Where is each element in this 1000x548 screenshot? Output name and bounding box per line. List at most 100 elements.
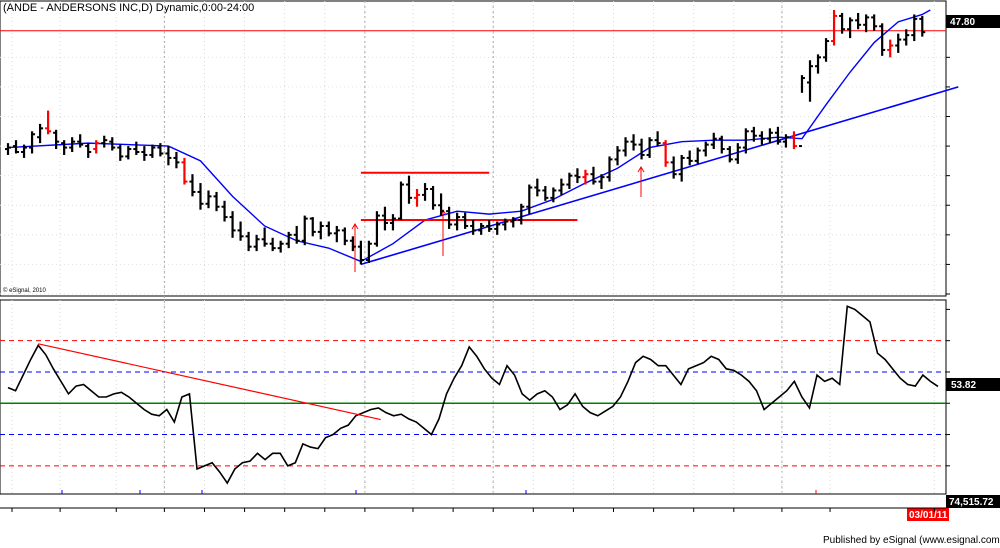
- price-axis: [946, 56, 950, 295]
- price-bar: [734, 143, 741, 164]
- price-bar: [261, 227, 268, 247]
- price-bar: [590, 166, 597, 185]
- price-bar: [911, 14, 918, 42]
- oscillator-axis: [946, 308, 950, 467]
- price-bar: [662, 140, 669, 167]
- price-bar: [422, 183, 429, 201]
- price-bar: [574, 168, 581, 184]
- price-bar: [742, 128, 749, 154]
- price-panel: [0, 0, 947, 297]
- price-bar: [863, 14, 870, 33]
- price-bar: [109, 137, 116, 151]
- price-bar: [117, 144, 124, 161]
- price-bar: [213, 191, 220, 212]
- price-bar: [478, 223, 485, 235]
- price-bar: [438, 193, 445, 216]
- price-bar: [887, 39, 894, 58]
- date-box: [907, 508, 949, 521]
- price-bar: [317, 221, 324, 240]
- price-bar: [694, 147, 701, 164]
- date-label: 03/01/11: [909, 510, 948, 521]
- price-bar: [5, 143, 11, 155]
- price-bar: [133, 141, 140, 155]
- price-bar: [470, 220, 477, 235]
- price-bar: [430, 186, 437, 210]
- oscillator-grid: [0, 300, 946, 494]
- price-bar: [69, 137, 76, 152]
- price-bar: [389, 214, 396, 231]
- price-bar: [919, 15, 926, 37]
- cci-trendline: [38, 343, 381, 421]
- last-price-box: [946, 15, 1000, 28]
- price-bar: [678, 154, 685, 182]
- price-bar: [839, 12, 846, 34]
- price-bar: [53, 129, 60, 150]
- price-bar: [45, 110, 52, 135]
- price-bar: [101, 135, 108, 148]
- cci-line: [7, 305, 939, 485]
- price-bar: [847, 17, 854, 39]
- price-bar: [518, 203, 525, 225]
- price-bar: [718, 135, 725, 154]
- price-bar: [871, 14, 878, 31]
- price-bar: [181, 157, 188, 185]
- price-bar: [61, 140, 68, 155]
- price-bar: [622, 137, 629, 157]
- new-high-arrow-head: [637, 166, 645, 173]
- price-bar: [373, 211, 380, 247]
- price-bar: [614, 146, 621, 166]
- copyright-note: © eSignal, 2010: [3, 287, 46, 294]
- price-bar: [149, 144, 156, 158]
- price-bar: [93, 140, 100, 154]
- price-bar: [542, 186, 549, 201]
- price-bar: [229, 211, 236, 238]
- price-bar: [77, 134, 84, 148]
- price-bar: [534, 178, 541, 197]
- price-bar: [333, 225, 340, 243]
- price-bar: [598, 174, 605, 189]
- price-bar: [221, 200, 228, 222]
- price-bar: [277, 240, 284, 253]
- price-bar: [815, 54, 822, 74]
- price-bar: [141, 146, 148, 161]
- osc-value-label: 53.82: [951, 380, 976, 391]
- price-bar: [285, 231, 292, 249]
- price-bar: [646, 137, 653, 158]
- price-bar: [13, 140, 20, 154]
- volume-readout-box: [946, 495, 1000, 508]
- price-bar: [686, 150, 693, 166]
- oscillator-panel: [0, 299, 947, 495]
- price-bar: [269, 237, 276, 252]
- price-bar: [494, 221, 501, 235]
- price-bar: [253, 234, 260, 252]
- price-bar: [446, 206, 453, 229]
- uptrend-line: [360, 86, 959, 266]
- price-bar: [702, 141, 709, 157]
- price-bar: [341, 227, 348, 246]
- oscillator-series: [7, 305, 939, 494]
- price-bar: [414, 188, 421, 207]
- price-bar: [125, 146, 132, 160]
- volume-readout: 74,515.72: [949, 497, 994, 508]
- price-bar: [758, 131, 765, 145]
- price-bar: [197, 183, 204, 210]
- price-bar: [638, 138, 645, 160]
- price-bar: [349, 236, 356, 252]
- price-bar: [774, 126, 781, 145]
- price-bar: [357, 240, 364, 265]
- price-bar: [726, 146, 733, 163]
- price-bar: [21, 144, 28, 158]
- price-bar: [29, 131, 36, 154]
- x-axis: [11, 508, 935, 512]
- price-bar: [454, 212, 461, 231]
- price-bar: [85, 143, 92, 158]
- price-bar: [807, 60, 813, 102]
- price-bar: [903, 29, 910, 46]
- price-bar: [293, 225, 300, 244]
- price-bar: [750, 126, 757, 142]
- price-bar: [526, 184, 533, 215]
- entry-arrow-head: [351, 223, 359, 230]
- price-bar: [710, 132, 717, 150]
